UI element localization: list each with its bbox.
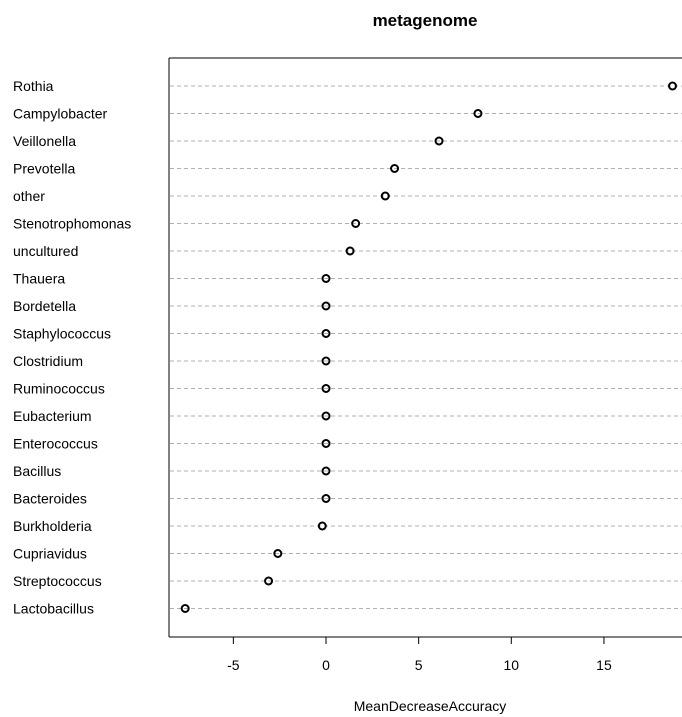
data-point-enterococcus: [321, 439, 331, 448]
grid-layer: [170, 85, 682, 609]
category-label-prevotella: Prevotella: [13, 161, 75, 177]
category-labels: Rothia Campylobacter Veillonella Prevotella…: [13, 78, 131, 617]
data-point-eubacterium: [321, 411, 331, 421]
data-point-bacillus: [321, 466, 331, 476]
category-label-bordetella: Bordetella: [13, 298, 76, 314]
x-tick-label: -5: [227, 657, 240, 673]
category-label-ruminococcus: Ruminococcus: [13, 381, 105, 397]
data-point-ruminococcus: [321, 384, 331, 393]
category-label-staphylococcus: Staphylococcus: [13, 326, 111, 342]
x-tick-label: 5: [415, 657, 423, 673]
category-label-uncultured: uncultured: [13, 243, 78, 259]
data-point-stenotrophomonas: [351, 219, 361, 228]
category-label-clostridium: Clostridium: [13, 353, 83, 369]
data-point-uncultured: [345, 246, 355, 256]
category-label-enterococcus: Enterococcus: [13, 436, 98, 452]
data-point-streptococcus: [264, 576, 274, 586]
category-label-campylobacter: Campylobacter: [13, 106, 107, 122]
data-point-veillonella: [434, 136, 444, 146]
data-point-thauera: [321, 274, 331, 283]
data-point-campylobacter: [473, 109, 483, 118]
data-point-burkholderia: [317, 521, 327, 531]
category-label-thauera: Thauera: [13, 271, 65, 287]
category-label-eubacterium: Eubacterium: [13, 408, 92, 424]
category-label-lactobacillus: Lactobacillus: [13, 601, 94, 617]
data-point-bordetella: [321, 301, 331, 311]
category-label-streptococcus: Streptococcus: [13, 573, 102, 589]
category-label-veillonella: Veillonella: [13, 133, 76, 149]
data-point-bacteroides: [321, 494, 331, 503]
category-label-bacteroides: Bacteroides: [13, 491, 87, 507]
points-layer: [180, 81, 678, 613]
category-label-burkholderia: Burkholderia: [13, 518, 92, 534]
data-point-cupriavidus: [273, 549, 283, 558]
x-axis-label: MeanDecreaseAccuracy: [354, 698, 507, 714]
chart-title: metagenome: [373, 11, 478, 30]
category-label-rothia: Rothia: [13, 78, 54, 94]
category-label-cupriavidus: Cupriavidus: [13, 546, 87, 562]
data-point-other: [380, 191, 390, 201]
category-label-other: other: [13, 188, 45, 204]
data-point-rothia: [668, 81, 678, 91]
category-label-bacillus: Bacillus: [13, 463, 61, 479]
x-tick-label: 10: [504, 657, 520, 673]
x-tick-label: 0: [322, 657, 330, 673]
data-point-lactobacillus: [180, 604, 190, 613]
data-point-staphylococcus: [321, 329, 331, 338]
data-point-clostridium: [321, 356, 331, 366]
x-axis: -5 0 5 10 15: [227, 637, 612, 673]
category-label-stenotrophomonas: Stenotrophomonas: [13, 216, 131, 232]
data-point-prevotella: [390, 164, 400, 173]
x-tick-label: 15: [596, 657, 612, 673]
